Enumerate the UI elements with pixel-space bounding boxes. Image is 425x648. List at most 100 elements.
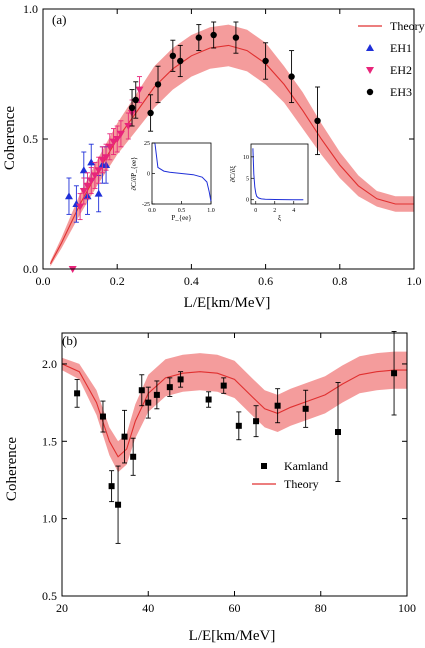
theory-line xyxy=(49,44,414,265)
x-tick-label: 0.0 xyxy=(36,274,51,288)
data-point xyxy=(302,405,309,412)
legend-label: EH1 xyxy=(390,41,412,55)
panel-a-label: (a) xyxy=(52,12,66,27)
x-tick-label: 100 xyxy=(398,601,416,615)
legend-swatch-marker xyxy=(366,88,374,96)
legend-swatch-marker xyxy=(366,67,374,74)
legend-label: Kamland xyxy=(284,459,328,473)
data-point xyxy=(87,158,96,166)
data-point xyxy=(109,138,118,146)
inset-y-tick-label: 0 xyxy=(147,172,150,178)
inset-x-tick-label: 2 xyxy=(273,208,276,214)
data-point xyxy=(116,130,125,138)
data-point xyxy=(274,402,281,409)
data-point xyxy=(220,382,227,389)
data-point xyxy=(74,390,81,397)
data-point xyxy=(132,96,139,104)
data-point xyxy=(147,109,154,117)
data-point xyxy=(235,422,242,429)
x-tick-label: 80 xyxy=(315,601,327,615)
panel-a: (a) L/E[km/MeV] Coherence 0.0 0.2 0.4 0.6 0.… xyxy=(2,2,425,311)
panel-b-label: (b) xyxy=(62,333,77,348)
panel-b-ylabel: Coherence xyxy=(4,437,20,501)
data-point xyxy=(166,384,173,391)
inset-x-tick-label: 0.5 xyxy=(178,208,186,214)
x-tick-label: 0.6 xyxy=(258,274,273,288)
data-point xyxy=(153,391,160,398)
x-tick-label: 0.8 xyxy=(332,274,347,288)
legend-swatch-marker xyxy=(261,463,267,469)
data-point xyxy=(314,117,321,125)
x-tick-label: 0.2 xyxy=(110,274,125,288)
inset-x-tick-label: 0.0 xyxy=(148,208,156,214)
inset-y-tick-label: 5 xyxy=(246,176,249,182)
y-tick-label: 0.0 xyxy=(23,262,38,276)
legend-label: Theory xyxy=(284,477,319,491)
inset-curve xyxy=(154,142,212,202)
legend-label: EH2 xyxy=(390,63,412,77)
x-tick-label: 40 xyxy=(142,601,154,615)
data-point xyxy=(115,501,122,508)
x-tick-label: 20 xyxy=(56,601,68,615)
y-tick-label: 0.5 xyxy=(23,132,38,146)
data-point xyxy=(76,203,85,211)
data-point xyxy=(94,167,103,175)
y-tick-label: 2.0 xyxy=(42,357,57,371)
theory-line xyxy=(61,363,407,458)
data-point xyxy=(169,52,177,59)
data-point xyxy=(102,154,111,162)
data-point xyxy=(154,81,162,88)
data-point xyxy=(138,387,145,394)
data-point xyxy=(177,376,184,383)
data-point xyxy=(64,192,73,200)
theory-band xyxy=(50,24,415,267)
panel-b: (b) L/E[km/MeV] Coherence 20 40 60 80 100 0.5… xyxy=(4,331,416,644)
inset-y-tick-label: 0 xyxy=(246,198,249,204)
panel-b-xlabel: L/E[km/MeV] xyxy=(189,628,276,644)
inset-x-tick-label: 0 xyxy=(254,208,257,214)
data-point xyxy=(145,399,152,406)
data-point xyxy=(98,156,107,164)
y-tick-label: 0.5 xyxy=(42,589,57,603)
data-point xyxy=(135,86,144,94)
data-point xyxy=(124,123,133,130)
data-point xyxy=(94,189,103,197)
data-point xyxy=(105,143,114,151)
legend-label: Theory xyxy=(390,19,425,33)
data-point xyxy=(108,483,115,490)
inset-ylabel: ∂C/∂P_{ee} xyxy=(130,157,138,191)
data-point xyxy=(253,418,260,425)
y-tick-label: 1.0 xyxy=(42,512,57,526)
data-point xyxy=(83,182,92,190)
y-tick-label: 1.5 xyxy=(42,434,57,448)
data-point xyxy=(113,136,122,143)
data-point xyxy=(130,453,137,460)
inset-y-tick-label: 25 xyxy=(144,141,150,147)
inset-ylabel: ∂C/∂ξ xyxy=(229,166,237,183)
data-point xyxy=(262,57,269,65)
data-point xyxy=(232,34,240,41)
data-point xyxy=(121,433,128,440)
data-point xyxy=(79,188,88,195)
inset-xlabel: P_{ee} xyxy=(171,214,191,222)
data-point xyxy=(205,396,212,403)
data-point xyxy=(128,104,136,112)
inset-y-tick-label: 10 xyxy=(243,155,249,161)
data-point xyxy=(87,177,96,185)
data-point xyxy=(90,172,99,180)
x-tick-label: 1.0 xyxy=(407,274,422,288)
data-point xyxy=(79,166,88,174)
inset-curve xyxy=(252,148,304,201)
inset-y-tick-label: -25 xyxy=(142,202,150,208)
data-point xyxy=(288,73,295,80)
inset-x-tick-label: 1.0 xyxy=(207,208,215,214)
panel-a-ylabel: Coherence xyxy=(2,106,18,170)
x-tick-label: 60 xyxy=(229,601,241,615)
inset-frame xyxy=(250,143,309,205)
legend-label: EH3 xyxy=(390,85,412,99)
x-tick-label: 0.4 xyxy=(184,274,199,288)
data-point xyxy=(195,34,203,41)
theory-band xyxy=(62,351,407,473)
data-point xyxy=(391,370,398,377)
